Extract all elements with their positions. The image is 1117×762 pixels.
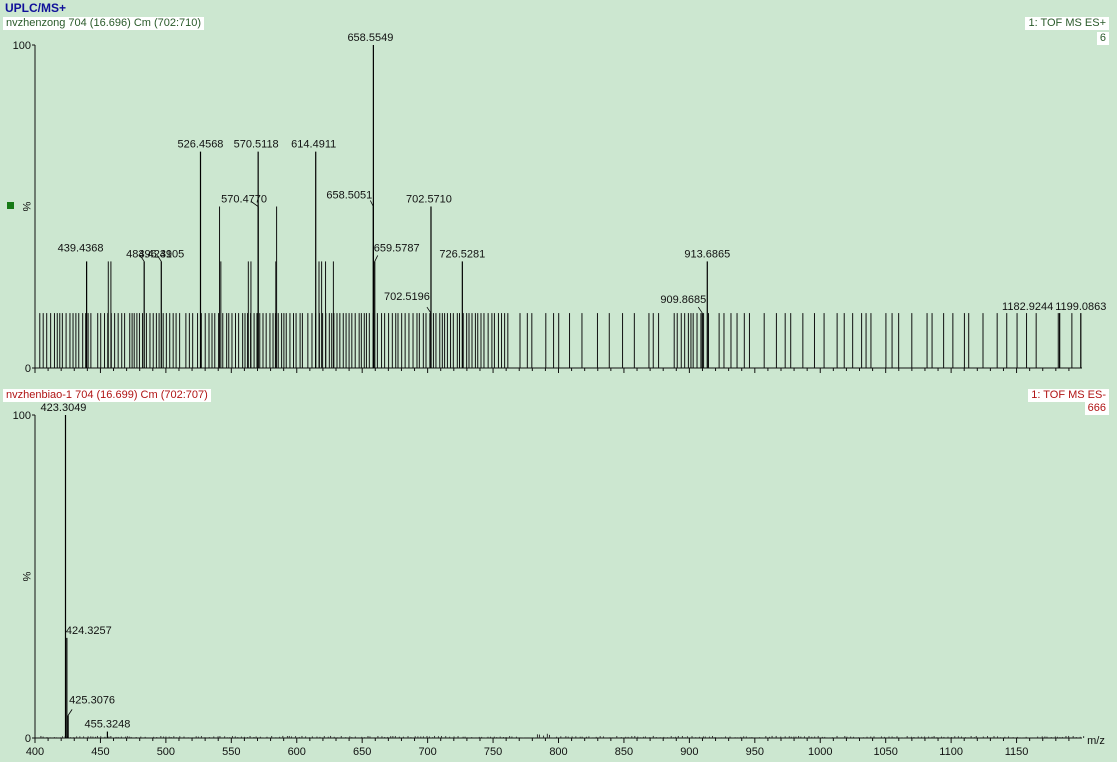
y-axis-label: % xyxy=(20,572,32,582)
x-tick-label: 1050 xyxy=(873,746,897,758)
peak-label-leader xyxy=(250,201,259,207)
peak-label-leader xyxy=(139,255,145,262)
peak-label-leader xyxy=(697,306,703,314)
y-tick-label-100: 100 xyxy=(13,40,31,52)
peak-label: 483.4231 xyxy=(126,248,172,260)
peak-label-leader xyxy=(156,255,162,262)
peak-label: 425.3076 xyxy=(69,694,115,706)
x-tick-label: 500 xyxy=(157,746,175,758)
x-tick-label: 850 xyxy=(615,746,633,758)
y-tick-label-100: 100 xyxy=(13,410,31,422)
x-tick-label: 600 xyxy=(288,746,306,758)
trace-marker-square xyxy=(7,202,14,209)
peak-label: 658.5549 xyxy=(347,32,393,44)
x-tick-label: 1000 xyxy=(808,746,832,758)
top-spectrum-mode: 1: TOF MS ES+ xyxy=(1025,17,1109,30)
peak-label: 913.6865 xyxy=(684,248,730,260)
x-tick-label: 450 xyxy=(91,746,109,758)
bottom-spectrum-count: 666 xyxy=(1084,402,1109,415)
y-axis-label: % xyxy=(20,202,32,212)
x-tick-label: 1150 xyxy=(1005,746,1029,758)
peak-label: 496.4905 xyxy=(138,248,184,260)
peak-label: 570.4770 xyxy=(221,194,267,206)
peak-label: 1199.0863 xyxy=(1055,301,1106,313)
bottom-spectrum-header: nvzhenbiao-1 704 (16.699) Cm (702:707) xyxy=(3,389,211,402)
peak-label: 423.3049 xyxy=(41,402,87,414)
x-tick-label: 900 xyxy=(680,746,698,758)
top-spectrum-header: nvzhenzong 704 (16.696) Cm (702:710) xyxy=(3,17,205,30)
app-title: UPLC/MS+ xyxy=(5,1,67,15)
x-axis-label: m/z xyxy=(1087,735,1105,747)
peak-label: 439.4368 xyxy=(58,242,104,254)
peak-label: 702.5710 xyxy=(406,194,452,206)
x-tick-label: 950 xyxy=(746,746,764,758)
top-spectrum-count: 6 xyxy=(1096,32,1109,45)
peak-label: 726.5281 xyxy=(439,248,485,260)
peak-label: 526.4568 xyxy=(178,139,224,151)
bottom-spectrum-mode: 1: TOF MS ES- xyxy=(1028,389,1109,402)
x-tick-label: 400 xyxy=(26,746,44,758)
x-tick-label: 700 xyxy=(418,746,436,758)
peak-label-leader xyxy=(374,255,379,262)
peak-label: 659.5787 xyxy=(374,242,420,254)
y-tick-label-0: 0 xyxy=(25,363,31,375)
peak-label: 1182.9244 xyxy=(1002,301,1053,313)
peak-label: 658.5051 xyxy=(326,190,372,202)
x-tick-label: 800 xyxy=(549,746,567,758)
y-tick-label-0: 0 xyxy=(25,733,31,745)
peak-label: 702.5196 xyxy=(384,291,430,303)
peak-label-leader xyxy=(426,306,432,314)
x-tick-label: 650 xyxy=(353,746,371,758)
x-tick-label: 1100 xyxy=(939,746,963,758)
peak-label: 614.4911 xyxy=(291,139,336,151)
x-tick-label: 550 xyxy=(222,746,240,758)
x-tick-label: 750 xyxy=(484,746,502,758)
peak-label-leader xyxy=(369,200,374,207)
peak-label: 909.8685 xyxy=(660,294,706,306)
peak-label: 570.5118 xyxy=(234,139,279,151)
peak-label: 455.3248 xyxy=(84,719,130,731)
peak-label: 424.3257 xyxy=(66,625,112,637)
bottom-spectrum-plot: 100 0% 423.3049 424.3257 425.3076 455.3248 xyxy=(13,402,1085,745)
peak-label-leader xyxy=(67,709,73,716)
mz-axis: 400 450 500 550 600 650 700 750 800 850 900 950 1000… xyxy=(26,368,1105,758)
